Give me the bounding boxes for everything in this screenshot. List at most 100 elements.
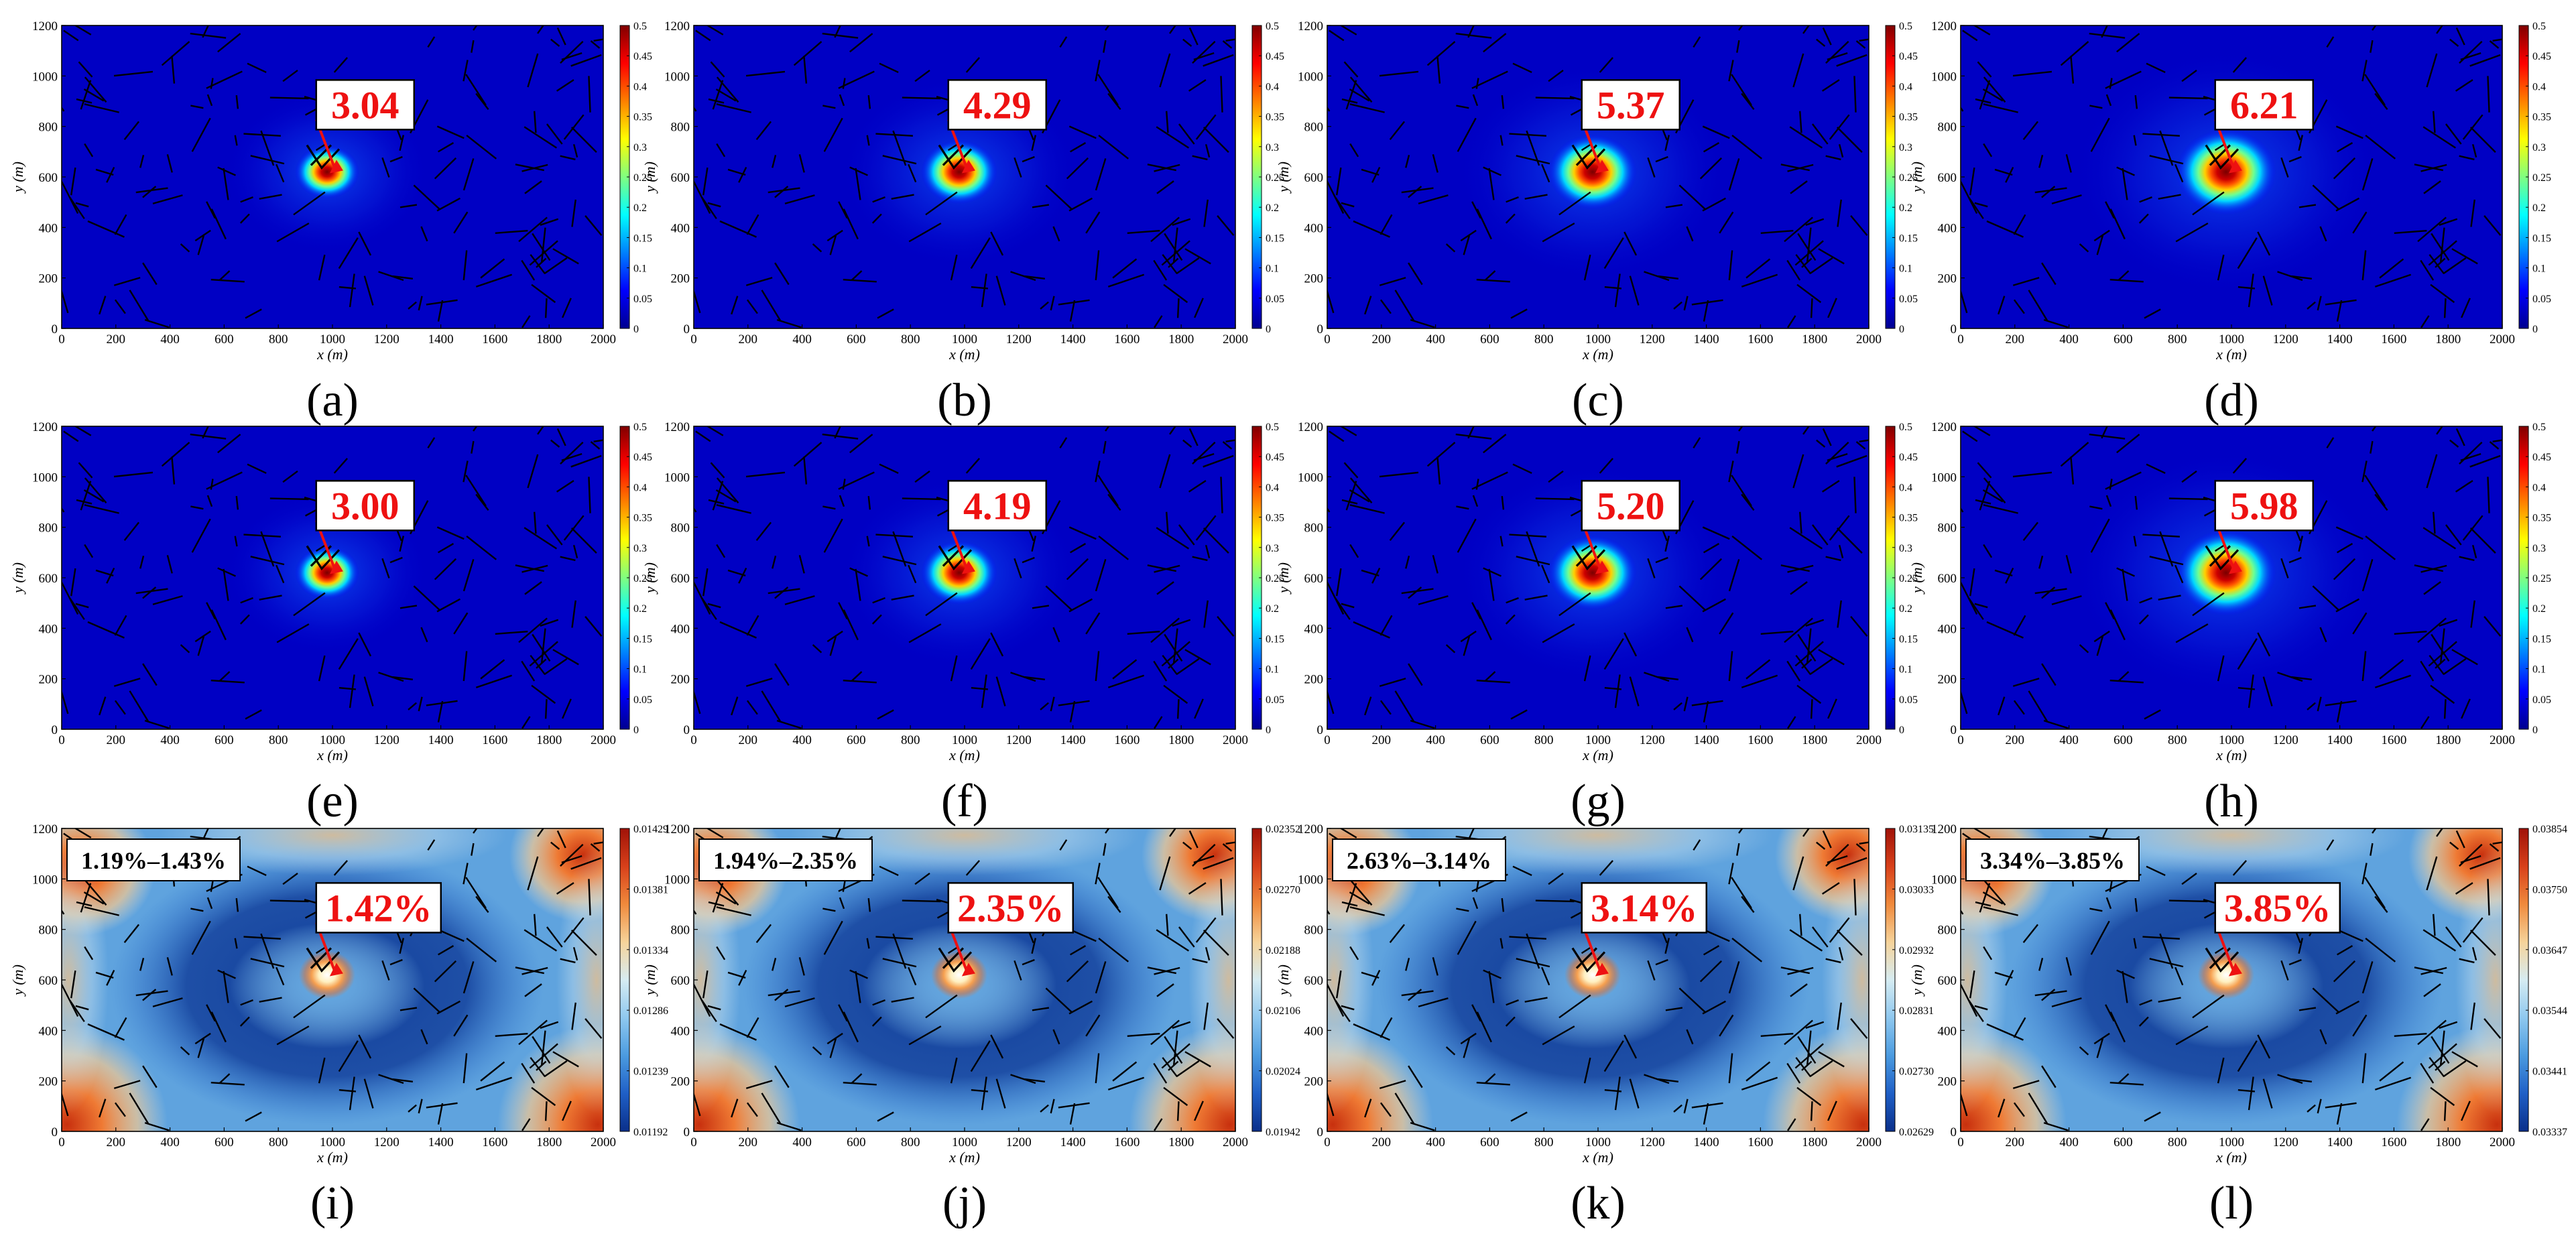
x-tick-label: 400 — [792, 1135, 812, 1149]
range-box — [1965, 838, 2140, 881]
y-tick-label: 400 — [1304, 622, 1324, 636]
heatmap-field — [62, 426, 603, 729]
x-tick-label: 200 — [1372, 1135, 1392, 1149]
colorbar-tick-label: 0.02629 — [1899, 1127, 1934, 1138]
x-tick-label: 0 — [690, 733, 697, 747]
y-tick-label: 800 — [671, 121, 690, 135]
x-tick-label: 400 — [160, 332, 180, 347]
colorbar-tick-label: 0.05 — [1899, 294, 1918, 305]
colorbar-tick-label: 0.25 — [2532, 573, 2551, 584]
y-tick-label: 200 — [1304, 272, 1324, 286]
colorbar-tick-label: 0.02270 — [1266, 884, 1300, 895]
range-box — [1332, 838, 1506, 881]
x-tick-label: 600 — [2113, 1135, 2133, 1149]
x-tick-label: 1000 — [1585, 1135, 1611, 1149]
x-tick-label: 1200 — [2273, 1135, 2298, 1149]
colorbar-tick-label: 0.2 — [2532, 202, 2546, 214]
y-tick-label: 600 — [671, 572, 690, 586]
x-tick-label: 400 — [2059, 332, 2079, 347]
y-tick-label: 1200 — [664, 420, 690, 434]
y-tick-label: 200 — [39, 272, 58, 286]
panel-label: (j) — [942, 1178, 987, 1229]
callout-arrowhead — [1595, 160, 1609, 174]
y-tick-label: 400 — [39, 1024, 58, 1038]
colorbar-tick-label: 0.5 — [2532, 422, 2546, 433]
callout-box — [947, 79, 1048, 131]
x-tick-label: 200 — [1372, 332, 1392, 347]
y-tick-label: 0 — [1317, 1125, 1324, 1139]
x-tick-label: 200 — [107, 332, 126, 347]
x-tick-label: 200 — [107, 733, 126, 747]
x-tick-label: 1000 — [320, 733, 345, 747]
y-tick-label: 400 — [39, 622, 58, 636]
colorbar-tick-label: 0.02352 — [1266, 824, 1300, 835]
x-tick-label: 1800 — [536, 1135, 562, 1149]
y-tick-label: 0 — [52, 322, 58, 336]
colorbar-tick-label: 0.01429 — [633, 824, 668, 835]
callout-box — [315, 480, 416, 532]
colorbar-tick-label: 0.45 — [1266, 51, 1284, 62]
y-tick-label: 200 — [39, 673, 58, 687]
wellbore-mark — [2205, 144, 2240, 170]
y-tick-label: 0 — [684, 1125, 690, 1139]
y-tick-label: 600 — [39, 572, 58, 586]
wellbore-mark — [938, 947, 973, 973]
y-axis-label: y (m) — [1908, 162, 1925, 194]
callout-arrowhead — [1595, 962, 1609, 977]
x-tick-label: 0 — [1324, 332, 1331, 347]
x-tick-label: 1600 — [1747, 1135, 1773, 1149]
heatmap-field — [62, 25, 603, 328]
colorbar-tick-label: 0.4 — [1899, 81, 1912, 92]
colorbar-tick-label: 0.4 — [1266, 81, 1279, 92]
x-tick-label: 0 — [58, 733, 65, 747]
colorbar-tick-label: 0 — [1899, 324, 1904, 335]
colorbar-tick-label: 0.03750 — [2532, 884, 2567, 895]
colorbar-tick-label: 0.3 — [633, 142, 647, 153]
colorbar-tick-label: 0 — [1266, 725, 1271, 736]
colorbar-tick-label: 0.1 — [633, 664, 647, 676]
colorbar-tick-label: 0.1 — [1899, 664, 1912, 676]
colorbar-tick-label: 0.01286 — [633, 1005, 668, 1017]
colorbar-tick-label: 0.05 — [2532, 694, 2551, 706]
y-tick-label: 1200 — [1298, 420, 1323, 434]
y-tick-label: 600 — [671, 171, 690, 185]
x-tick-label: 1400 — [1694, 1135, 1719, 1149]
callout-box — [315, 79, 416, 131]
y-tick-label: 600 — [1304, 572, 1324, 586]
y-tick-label: 1000 — [32, 873, 58, 887]
y-tick-label: 600 — [1304, 974, 1324, 988]
y-tick-label: 1200 — [1931, 420, 1957, 434]
wellbore-mark — [1571, 545, 1606, 571]
callout-arrowhead — [1595, 560, 1609, 574]
x-tick-label: 2000 — [1856, 332, 1882, 347]
x-tick-label: 1200 — [1006, 1135, 1032, 1149]
callout-arrowhead — [2228, 160, 2242, 174]
y-tick-label: 0 — [1951, 322, 1957, 336]
colorbar-tick-label: 0.15 — [2532, 233, 2551, 244]
callout-box — [2214, 79, 2315, 131]
x-tick-label: 200 — [107, 1135, 126, 1149]
y-tick-label: 400 — [671, 622, 690, 636]
x-tick-label: 0 — [1957, 733, 1964, 747]
colorbar-tick-label: 0.03647 — [2532, 945, 2567, 956]
colorbar-tick-label: 0.02024 — [1266, 1066, 1300, 1078]
x-tick-label: 400 — [792, 733, 812, 747]
fracture-network — [62, 828, 603, 1131]
x-tick-label: 2000 — [2490, 332, 2515, 347]
colorbar-tick-label: 0.03135 — [1899, 824, 1934, 835]
x-tick-label: 1600 — [482, 1135, 507, 1149]
y-tick-label: 0 — [1951, 1125, 1957, 1139]
y-tick-label: 1000 — [1931, 70, 1957, 84]
x-tick-label: 1400 — [428, 733, 454, 747]
callout-arrowhead — [2228, 560, 2242, 574]
colorbar-tick-label: 0.45 — [1899, 51, 1918, 62]
range-label: 2.63%–3.14% — [1347, 847, 1491, 874]
x-axis-label: x (m) — [316, 346, 348, 363]
colorbar-tick-label: 0.2 — [1899, 202, 1912, 214]
colorbar-tick-label: 0.5 — [1899, 21, 1912, 32]
x-axis-label: x (m) — [316, 1149, 348, 1166]
y-tick-label: 1000 — [664, 873, 690, 887]
